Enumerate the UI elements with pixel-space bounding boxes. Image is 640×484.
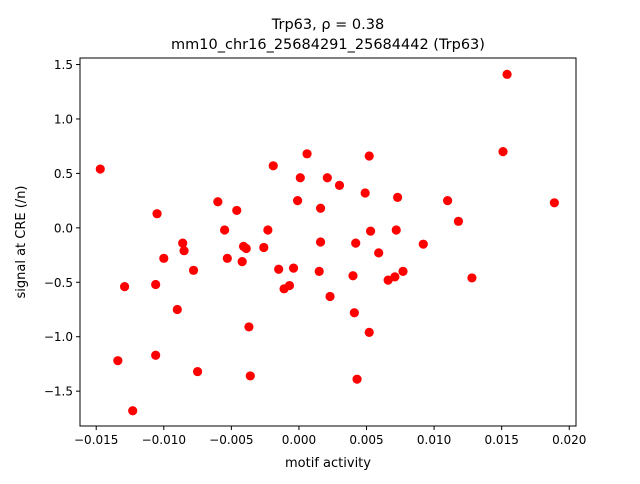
data-point-58 (549, 198, 559, 208)
data-point-39 (349, 308, 359, 318)
data-point-25 (274, 264, 284, 274)
data-point-6 (152, 209, 162, 219)
chart-title-line2: mm10_chr16_25684291_25684442 (Trp63) (171, 37, 485, 53)
data-point-0 (95, 164, 105, 174)
data-point-23 (263, 225, 273, 235)
data-point-11 (188, 265, 199, 275)
data-point-42 (360, 188, 370, 198)
data-point-55 (467, 273, 477, 283)
data-point-48 (390, 272, 400, 282)
data-point-56 (498, 147, 508, 157)
data-point-14 (220, 225, 230, 235)
y-tick-label: 1.5 (54, 58, 73, 72)
y-tick-label: −1.0 (44, 330, 73, 344)
data-point-2 (120, 282, 130, 292)
data-point-52 (418, 239, 428, 249)
data-point-12 (192, 366, 203, 377)
data-point-50 (393, 192, 403, 202)
data-point-54 (453, 216, 464, 226)
data-point-44 (364, 151, 374, 161)
data-point-36 (325, 291, 335, 302)
y-tick-label: 0.5 (54, 167, 73, 181)
chart-title-line1: Trp63, ρ = 0.38 (271, 17, 384, 33)
y-axis-label: signal at CRE (/n) (14, 185, 29, 298)
data-point-30 (295, 173, 305, 183)
data-point-40 (351, 238, 361, 248)
data-point-45 (365, 226, 376, 236)
y-axis-ticks: −1.5 −1.0 −0.5 0.0 0.5 1.0 1.5 (44, 58, 80, 399)
data-point-27 (284, 280, 295, 291)
data-point-19 (241, 243, 251, 254)
x-tick-label: 0.000 (282, 433, 316, 447)
data-point-31 (302, 149, 312, 159)
data-point-1 (113, 356, 123, 366)
data-point-28 (288, 263, 299, 273)
data-point-17 (237, 257, 247, 267)
x-tick-label: −0.005 (209, 433, 253, 447)
data-point-38 (348, 271, 358, 281)
data-point-43 (364, 327, 374, 337)
data-point-5 (151, 350, 161, 360)
x-axis-ticks: −0.015 −0.010 −0.005 0.000 0.005 0.010 0.015 0.… (74, 426, 586, 447)
data-point-3 (128, 406, 138, 416)
data-point-9 (178, 238, 188, 248)
x-tick-label: 0.020 (552, 433, 586, 447)
data-point-53 (443, 196, 453, 206)
data-point-33 (315, 237, 326, 247)
x-axis-label: motif activity (285, 456, 371, 471)
data-point-8 (172, 304, 182, 315)
x-tick-label: 0.010 (417, 433, 451, 447)
x-tick-label: −0.010 (142, 433, 186, 447)
data-point-51 (398, 266, 408, 276)
plot-frame (79, 57, 577, 427)
data-point-46 (374, 248, 384, 258)
data-points (95, 69, 559, 416)
x-tick-label: −0.015 (74, 433, 118, 447)
data-point-22 (259, 242, 269, 253)
y-tick-label: 0.0 (54, 221, 73, 235)
data-point-24 (268, 161, 278, 171)
x-tick-label: 0.015 (484, 433, 518, 447)
y-tick-label: 1.0 (54, 112, 73, 126)
data-point-49 (391, 225, 401, 235)
data-point-34 (315, 203, 326, 213)
data-point-10 (179, 246, 189, 256)
y-tick-label: −1.5 (44, 385, 73, 399)
data-point-20 (244, 322, 254, 332)
data-point-37 (334, 180, 345, 190)
data-point-35 (322, 173, 332, 183)
x-tick-label: 0.005 (349, 433, 383, 447)
data-point-15 (222, 253, 232, 263)
data-point-4 (151, 279, 161, 290)
data-point-13 (213, 197, 223, 207)
y-tick-label: −0.5 (44, 276, 73, 290)
data-point-16 (232, 205, 242, 216)
data-point-29 (292, 196, 303, 206)
data-point-57 (502, 69, 512, 79)
data-point-21 (245, 371, 255, 381)
data-point-7 (159, 253, 169, 263)
data-point-41 (352, 374, 362, 384)
data-point-32 (314, 266, 324, 276)
